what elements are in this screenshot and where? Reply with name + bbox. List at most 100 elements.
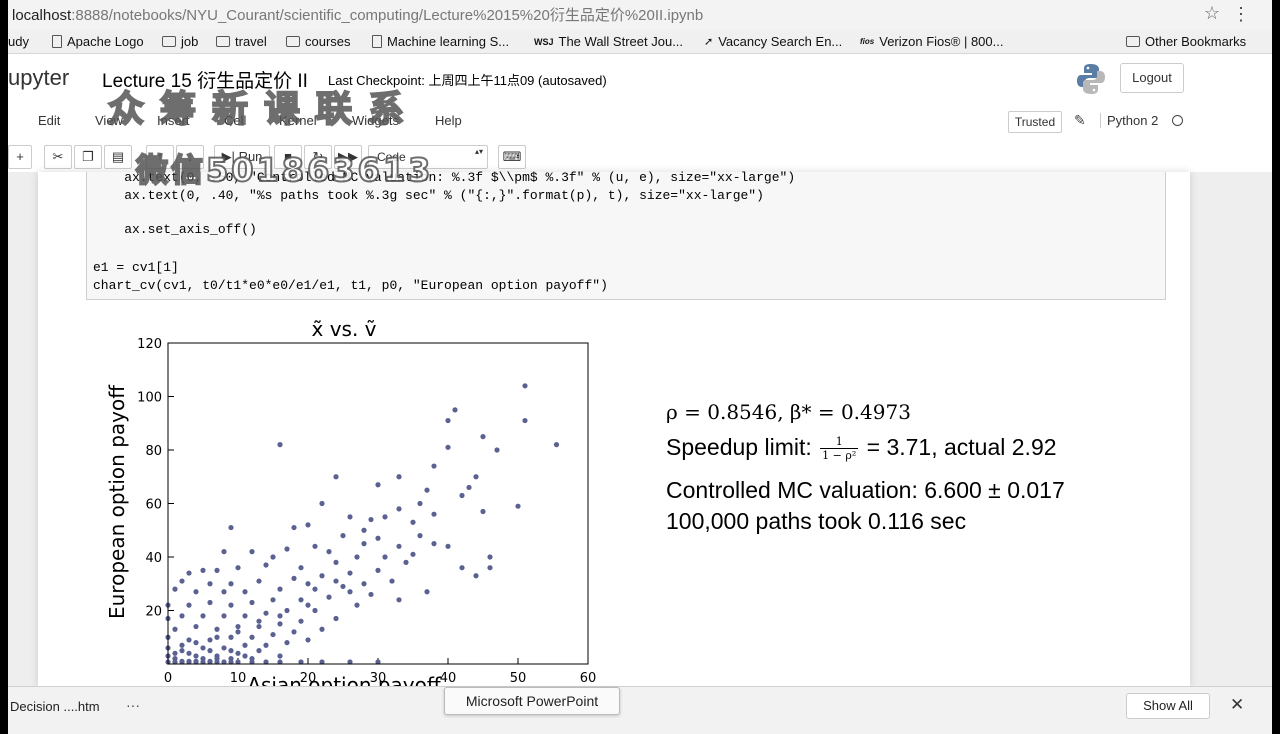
scissors-icon: ✂ [52,149,64,164]
url-text[interactable]: localhost:8888/notebooks/NYU_Courant/sci… [12,4,703,25]
cell-type-select[interactable]: Code [368,145,488,169]
command-palette-button[interactable]: ⌨ [498,145,526,169]
bookmarks-bar: udy Apache Logo job travel courses Machi… [8,30,1272,54]
move-down-button[interactable]: ↓ [176,145,204,169]
scatter-point [487,565,493,571]
restart-button[interactable]: ↻ [304,145,332,169]
bookmark-folder[interactable]: Other Bookmarks [1126,34,1246,49]
scatter-point [214,656,220,662]
x-tick-label: 50 [510,671,527,686]
scatter-point [214,626,220,632]
bookmark-item[interactable]: ➚ Vacancy Search En... [704,34,842,49]
x-tick-label: 40 [440,671,457,686]
bookmark-item[interactable]: fios Verizon Fios® | 800... [860,34,1003,49]
scatter-point [172,586,178,592]
scatter-point [284,546,290,552]
kernel-idle-icon [1172,115,1183,126]
bookmark-item[interactable]: udy [8,34,29,49]
folder-icon [1126,36,1140,47]
menu-kernel[interactable]: Kernel [279,113,317,128]
close-icon[interactable]: ✕ [1230,695,1245,714]
bookmark-folder[interactable]: courses [286,34,351,49]
scatter-point [235,565,241,571]
scatter-point [193,589,199,595]
move-up-button[interactable]: ↑ [146,145,174,169]
scatter-point [368,591,374,598]
bookmark-folder[interactable]: job [162,34,198,49]
menu-edit[interactable]: Edit [38,113,61,128]
notebook-title[interactable]: Lecture 15 衍生品定价 II [102,71,308,92]
scatter-point [445,444,451,450]
add-cell-button[interactable]: + [8,145,32,169]
scatter-point [417,500,423,507]
interrupt-button[interactable]: ■ [274,145,302,169]
logout-button[interactable]: Logout [1120,63,1184,93]
scatter-point [347,514,353,520]
scatter-point [242,642,248,648]
download-item[interactable]: Decision ....htm [10,699,100,714]
keyboard-icon: ⌨ [502,149,522,164]
scatter-point [333,474,339,480]
scatter-point [431,463,437,469]
code-line: ax.set_axis_off() [93,222,257,237]
scatter-point [277,653,283,659]
scatter-point [221,613,227,619]
scatter-point [515,503,521,509]
x-tick-label: 0 [164,671,172,686]
pencil-icon[interactable]: ✎ [1074,112,1086,128]
bookmark-label: job [181,34,199,49]
menu-help[interactable]: Help [435,113,462,128]
paste-button[interactable]: ▤ [104,145,132,169]
scatter-point [172,626,178,632]
scatter-point [242,653,248,659]
scatter-point [431,541,437,547]
scatter-point [235,650,241,656]
bookmark-label: Verizon Fios® | 800... [879,34,1004,49]
x-tick-label: 30 [370,671,387,686]
chart-xlabel: Asian option payoff [247,673,442,686]
trusted-indicator[interactable]: Trusted [1008,111,1062,133]
scatter-point [270,554,276,560]
scatter-point [200,567,206,573]
scatter-point [270,631,276,638]
scatter-point [553,442,560,448]
browser-menu-icon[interactable]: ⋮ [1232,4,1250,24]
scatter-point [284,607,290,614]
stop-icon: ■ [284,149,292,164]
bookmark-item[interactable]: WSJ The Wall Street Jou... [534,34,683,49]
x-tick-label: 10 [230,671,247,686]
scatter-point [361,581,367,587]
menu-cell[interactable]: Cell [224,113,247,128]
cut-button[interactable]: ✂ [44,145,72,169]
show-all-button[interactable]: Show All [1126,693,1210,719]
scatter-point [410,519,416,525]
bookmark-folder[interactable]: travel [216,34,267,49]
scatter-point [221,659,227,665]
menu-view[interactable]: View [95,113,123,128]
bookmark-star-icon[interactable]: ☆ [1203,3,1220,23]
bookmark-label: travel [235,34,267,49]
jupyter-logo[interactable]: upyter [8,65,70,90]
code-cell[interactable]: ax.text(0, .50, "Controlled MC valuation… [86,170,1166,300]
restart-run-all-button[interactable]: ▶▶ [334,145,362,169]
page-icon [52,35,62,48]
run-label: Run [238,149,263,164]
more-options-icon[interactable]: ··· [126,697,140,713]
url-path: :8888/notebooks/NYU_Courant/scientific_c… [71,7,704,24]
scatter-point [445,417,451,424]
address-bar[interactable]: localhost:8888/notebooks/NYU_Courant/sci… [8,0,1272,30]
scatter-point [228,634,234,640]
bookmark-item[interactable]: Machine learning S... [372,34,509,49]
run-button[interactable]: ▶| Run [214,145,270,169]
fast-forward-icon: ▶▶ [338,149,358,164]
scatter-point [305,522,311,528]
folder-icon [286,36,300,47]
scatter-point [312,543,318,549]
bookmark-item[interactable]: Apache Logo [52,34,144,49]
menu-widgets[interactable]: Widgets [352,113,399,128]
fraction-numerator: 1 [820,435,859,450]
copy-button[interactable]: ❐ [74,145,102,169]
scatter-point [375,535,381,541]
scatter-point [375,482,381,488]
menu-insert[interactable]: Insert [157,113,190,128]
